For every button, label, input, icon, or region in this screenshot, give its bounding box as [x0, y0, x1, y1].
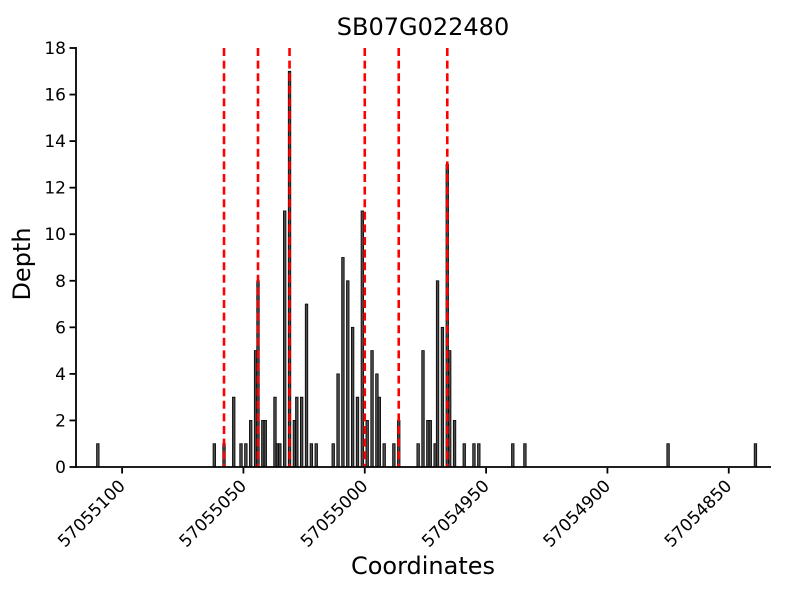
depth-bar [477, 443, 481, 468]
x-tick-label: 57055050 [176, 476, 251, 551]
depth-bar [523, 443, 527, 468]
x-tick-label: 57054850 [661, 476, 736, 551]
depth-bar [360, 210, 364, 468]
depth-bar [355, 396, 360, 468]
depth-bar [244, 443, 248, 468]
depth-bar [336, 373, 340, 468]
y-tick-label: 18 [44, 39, 66, 59]
depth-bar [96, 443, 100, 468]
depth-bar [341, 257, 345, 468]
depth-bar [278, 443, 282, 468]
depth-bar [283, 210, 287, 468]
depth-bar [421, 350, 425, 468]
depth-bar [239, 443, 243, 468]
depth-bar [666, 443, 670, 468]
depth-bar [753, 443, 758, 468]
depth-bar [377, 396, 381, 468]
depth-bar [511, 443, 515, 468]
depth-bar [232, 396, 236, 468]
depth-bar [263, 420, 267, 468]
depth-bar [350, 326, 355, 468]
depth-bar [300, 396, 304, 468]
depth-bar [416, 443, 420, 468]
y-tick-label: 10 [44, 225, 66, 245]
depth-bar [428, 420, 432, 468]
y-tick-label: 0 [55, 458, 66, 478]
y-tick-label: 6 [55, 318, 66, 338]
depth-bar [331, 443, 335, 468]
x-tick-label: 57054900 [540, 476, 615, 551]
depth-bar [382, 443, 386, 468]
x-tick-label: 57054950 [418, 476, 493, 551]
depth-bar [452, 420, 457, 468]
depth-bar [370, 350, 374, 468]
x-tick-label: 57055000 [297, 476, 372, 551]
y-tick-label: 4 [55, 365, 66, 385]
y-tick-label: 2 [55, 411, 66, 431]
x-tick-label: 57055100 [54, 476, 129, 551]
y-tick-label: 14 [44, 132, 66, 152]
y-tick-label: 8 [55, 272, 66, 292]
depth-bar [309, 443, 314, 468]
depth-bar [314, 443, 318, 468]
depth-bar [440, 326, 445, 468]
depth-bar [448, 350, 452, 468]
depth-bar [365, 420, 369, 468]
x-axis-label: Coordinates [350, 552, 496, 580]
depth-bar [462, 443, 466, 468]
depth-bar [212, 443, 216, 468]
depth-bar [392, 443, 396, 468]
depth-bar [435, 280, 440, 468]
depth-bar [472, 443, 476, 468]
depth-bar [249, 420, 253, 468]
depth-bar [346, 280, 350, 468]
depth-bar [295, 396, 299, 468]
chart-title: SB07G022480 [336, 13, 510, 41]
y-tick-label: 12 [44, 179, 66, 199]
depth-bar [304, 303, 309, 468]
y-tick-label: 16 [44, 86, 66, 106]
